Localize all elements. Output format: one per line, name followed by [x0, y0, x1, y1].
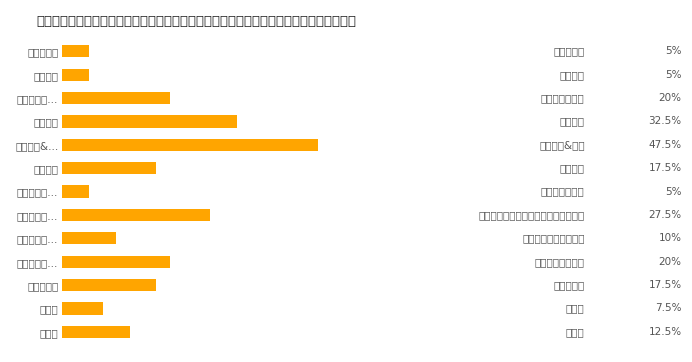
Text: 5%: 5% — [665, 70, 682, 80]
Bar — [62, 139, 318, 151]
Text: 5%: 5% — [665, 46, 682, 56]
Text: エアクッション等のリラックスグッズ: エアクッション等のリラックスグッズ — [478, 210, 585, 220]
Text: コンパクトスピーカー: コンパクトスピーカー — [522, 233, 585, 243]
Text: 自撮り棒: 自撮り棒 — [560, 163, 585, 173]
Text: 17.5%: 17.5% — [648, 280, 682, 290]
Text: テント: テント — [566, 303, 585, 313]
Bar — [62, 115, 237, 127]
Text: 20%: 20% — [659, 257, 682, 267]
Text: 47.5%: 47.5% — [648, 140, 682, 150]
Text: 17.5%: 17.5% — [648, 163, 682, 173]
Bar — [62, 185, 89, 198]
Bar — [62, 302, 102, 315]
Bar — [62, 256, 170, 268]
Bar — [62, 162, 156, 174]
Text: ミニ発電機: ミニ発電機 — [554, 280, 585, 290]
Bar — [62, 232, 116, 244]
Bar — [62, 279, 156, 291]
Text: クーラーボックス: クーラーボックス — [535, 257, 585, 267]
Text: 5%: 5% — [665, 186, 682, 197]
Bar — [62, 45, 89, 58]
Text: 7.5%: 7.5% — [655, 303, 682, 313]
Text: 32.5%: 32.5% — [648, 117, 682, 126]
Bar — [62, 209, 210, 221]
Text: テーブル&椅子: テーブル&椅子 — [539, 140, 585, 150]
Bar — [62, 326, 129, 338]
Text: 仮装グッズ: 仮装グッズ — [554, 46, 585, 56]
Text: カラオケ: カラオケ — [560, 70, 585, 80]
Text: 20%: 20% — [659, 93, 682, 103]
Text: 暖房器具: 暖房器具 — [560, 117, 585, 126]
Text: 10%: 10% — [659, 233, 682, 243]
Text: ビールサーバー: ビールサーバー — [541, 93, 585, 103]
Bar — [62, 92, 170, 104]
Text: その他: その他 — [566, 327, 585, 337]
Text: 12.5%: 12.5% — [648, 327, 682, 337]
Text: 27.5%: 27.5% — [648, 210, 682, 220]
Bar — [62, 69, 89, 81]
Text: カードゲーム類: カードゲーム類 — [541, 186, 585, 197]
Title: 今後、お花見に取り入れたいグッズはなんですか？あてはまるものを全て選択して下さい: 今後、お花見に取り入れたいグッズはなんですか？あてはまるものを全て選択して下さい — [37, 15, 356, 28]
